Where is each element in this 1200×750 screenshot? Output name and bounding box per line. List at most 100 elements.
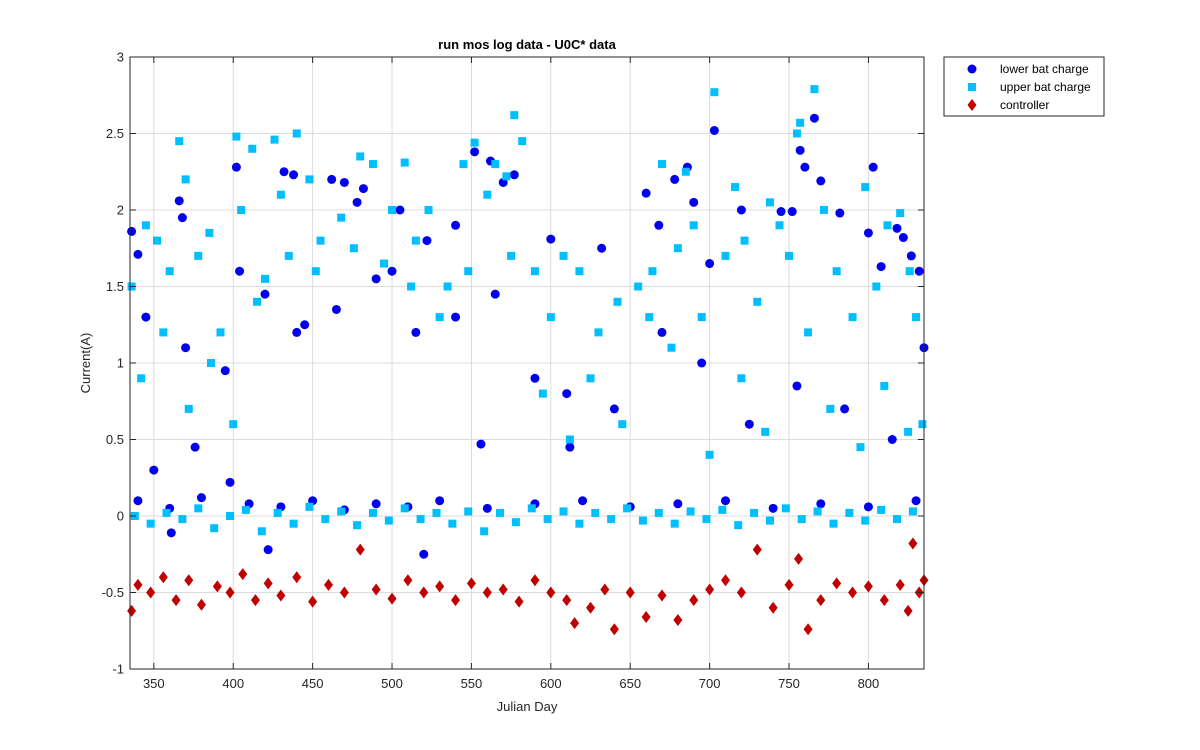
point-upper-bat-charge — [734, 521, 743, 530]
point-upper-bat-charge — [750, 508, 759, 517]
point-upper-bat-charge — [731, 183, 740, 192]
point-controller — [171, 594, 181, 607]
point-upper-bat-charge — [206, 359, 215, 367]
point-lower-bat-charge — [490, 289, 500, 299]
point-upper-bat-charge — [689, 221, 698, 230]
point-controller — [752, 543, 762, 556]
point-controller — [355, 543, 365, 556]
point-controller — [158, 571, 168, 584]
point-lower-bat-charge — [697, 358, 707, 368]
point-upper-bat-charge — [861, 183, 870, 192]
point-upper-bat-charge — [737, 374, 746, 383]
point-upper-bat-charge — [905, 267, 914, 276]
point-controller — [225, 586, 235, 599]
point-upper-bat-charge — [880, 381, 889, 390]
point-controller — [514, 595, 524, 608]
point-upper-bat-charge — [904, 427, 913, 436]
point-upper-bat-charge — [527, 504, 536, 513]
point-lower-bat-charge — [816, 499, 826, 509]
point-upper-bat-charge — [530, 267, 539, 276]
point-upper-bat-charge — [165, 267, 174, 276]
point-controller — [848, 586, 858, 599]
point-upper-bat-charge — [792, 129, 801, 138]
point-lower-bat-charge — [597, 243, 607, 253]
point-upper-bat-charge — [877, 505, 886, 514]
point-lower-bat-charge — [482, 503, 492, 513]
point-upper-bat-charge — [459, 160, 468, 169]
point-upper-bat-charge — [753, 297, 762, 306]
point-controller — [263, 577, 273, 590]
point-controller — [816, 594, 826, 607]
point-controller — [768, 601, 778, 614]
point-upper-bat-charge — [826, 404, 835, 413]
x-tick-label: 550 — [461, 676, 483, 691]
point-upper-bat-charge — [432, 508, 441, 517]
point-upper-bat-charge — [356, 152, 365, 161]
point-controller — [625, 586, 635, 599]
point-upper-bat-charge — [349, 244, 358, 253]
x-tick-label: 350 — [143, 676, 165, 691]
point-controller — [570, 617, 580, 630]
point-upper-bat-charge — [232, 132, 241, 141]
point-upper-bat-charge — [470, 138, 479, 147]
point-controller — [387, 592, 397, 605]
point-lower-bat-charge — [776, 207, 786, 217]
point-upper-bat-charge — [337, 507, 346, 516]
point-upper-bat-charge — [321, 515, 330, 524]
point-upper-bat-charge — [705, 450, 714, 459]
point-lower-bat-charge — [800, 162, 810, 172]
point-upper-bat-charge — [883, 221, 892, 230]
point-upper-bat-charge — [813, 507, 822, 516]
point-upper-bat-charge — [654, 508, 663, 517]
point-upper-bat-charge — [607, 515, 616, 524]
point-upper-bat-charge — [152, 236, 161, 245]
point-upper-bat-charge — [829, 519, 838, 528]
x-tick-label: 700 — [699, 676, 721, 691]
point-upper-bat-charge — [518, 137, 527, 146]
point-upper-bat-charge — [210, 524, 219, 533]
x-axis-label: Julian Day — [497, 699, 558, 714]
point-lower-bat-charge — [149, 465, 159, 475]
point-lower-bat-charge — [235, 266, 245, 276]
point-upper-bat-charge — [543, 515, 552, 524]
point-upper-bat-charge — [496, 508, 505, 517]
y-tick-label: 3 — [117, 50, 124, 65]
point-lower-bat-charge — [190, 442, 200, 452]
point-upper-bat-charge — [667, 343, 676, 352]
point-lower-bat-charge — [300, 320, 310, 330]
point-upper-bat-charge — [305, 175, 314, 184]
point-controller — [482, 586, 492, 599]
point-controller — [600, 583, 610, 596]
point-controller — [609, 623, 619, 636]
point-controller — [466, 577, 476, 590]
point-lower-bat-charge — [876, 262, 886, 272]
series-upper-bat-charge — [127, 85, 927, 536]
point-upper-bat-charge — [502, 172, 511, 181]
point-upper-bat-charge — [141, 221, 150, 230]
point-upper-bat-charge — [872, 282, 881, 291]
point-controller — [641, 610, 651, 623]
point-lower-bat-charge — [657, 327, 667, 337]
point-lower-bat-charge — [689, 197, 699, 207]
point-upper-bat-charge — [237, 206, 246, 214]
point-controller — [308, 595, 318, 608]
point-upper-bat-charge — [226, 512, 235, 520]
point-upper-bat-charge — [912, 313, 921, 322]
legend-label-lower-bat-charge: lower bat charge — [1000, 62, 1089, 76]
point-lower-bat-charge — [331, 304, 341, 314]
point-lower-bat-charge — [530, 373, 540, 383]
point-upper-bat-charge — [613, 297, 622, 306]
point-upper-bat-charge — [400, 504, 409, 513]
point-lower-bat-charge — [744, 419, 754, 429]
point-upper-bat-charge — [686, 507, 695, 516]
legend: lower bat charge upper bat charge contro… — [943, 56, 1105, 117]
point-upper-bat-charge — [721, 251, 730, 260]
point-upper-bat-charge — [400, 158, 409, 167]
point-upper-bat-charge — [586, 374, 595, 383]
point-upper-bat-charge — [137, 374, 146, 383]
point-lower-bat-charge — [863, 228, 873, 238]
point-lower-bat-charge — [181, 343, 191, 353]
point-upper-bat-charge — [896, 209, 905, 218]
point-lower-bat-charge — [509, 170, 519, 180]
